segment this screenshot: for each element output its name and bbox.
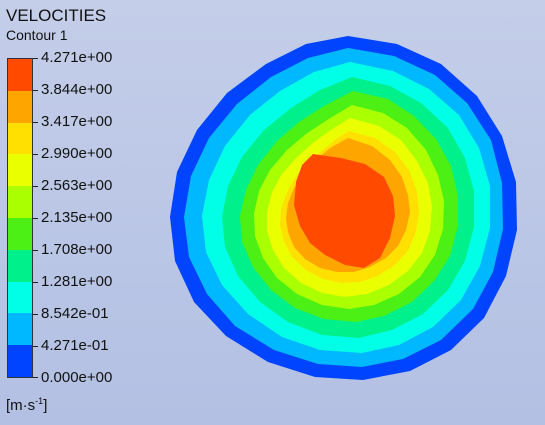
legend-tick [33,58,38,59]
legend-tick [33,154,38,155]
units-close: ] [43,397,48,414]
legend-swatch-1 [8,90,32,124]
legend-tick [33,122,38,123]
legend-tick [33,282,38,283]
legend-label: 3.417e+00 [41,113,113,130]
units-label: [m·s-1] [6,396,47,414]
legend-label: 3.844e+00 [41,81,113,98]
legend-tick [33,346,38,347]
legend-swatch-9 [8,345,32,378]
plot-title: VELOCITIES [6,6,107,25]
legend-label: 8.542e-01 [41,305,109,322]
legend-tick [33,218,38,219]
legend-tick [33,90,38,91]
legend-label: 4.271e-01 [41,337,109,354]
legend-swatch-4 [8,186,32,219]
legend-label: 2.135e+00 [41,209,113,226]
legend-label: 1.281e+00 [41,273,113,290]
legend-label: 4.271e+00 [41,49,113,66]
legend-swatch-3 [8,154,32,187]
legend-swatch-5 [8,218,32,251]
legend-swatch-6 [8,249,32,283]
legend-tick [33,377,38,378]
units-text: [m·s [6,397,36,414]
legend-tick [33,186,38,187]
legend-tick [33,250,38,251]
legend-label: 2.563e+00 [41,177,113,194]
legend-swatch-2 [8,122,32,155]
legend-label: 1.708e+00 [41,241,113,258]
legend-swatch-7 [8,281,32,314]
legend-swatch-8 [8,313,32,346]
color-legend-bar [7,58,33,378]
units-exponent: -1 [35,396,44,406]
legend-swatch-0 [8,59,32,92]
legend-label: 2.990e+00 [41,145,113,162]
legend-tick [33,314,38,315]
legend-label: 0.000e+00 [41,369,113,386]
plot-subtitle: Contour 1 [6,27,68,43]
contour-band-9 [294,154,395,268]
